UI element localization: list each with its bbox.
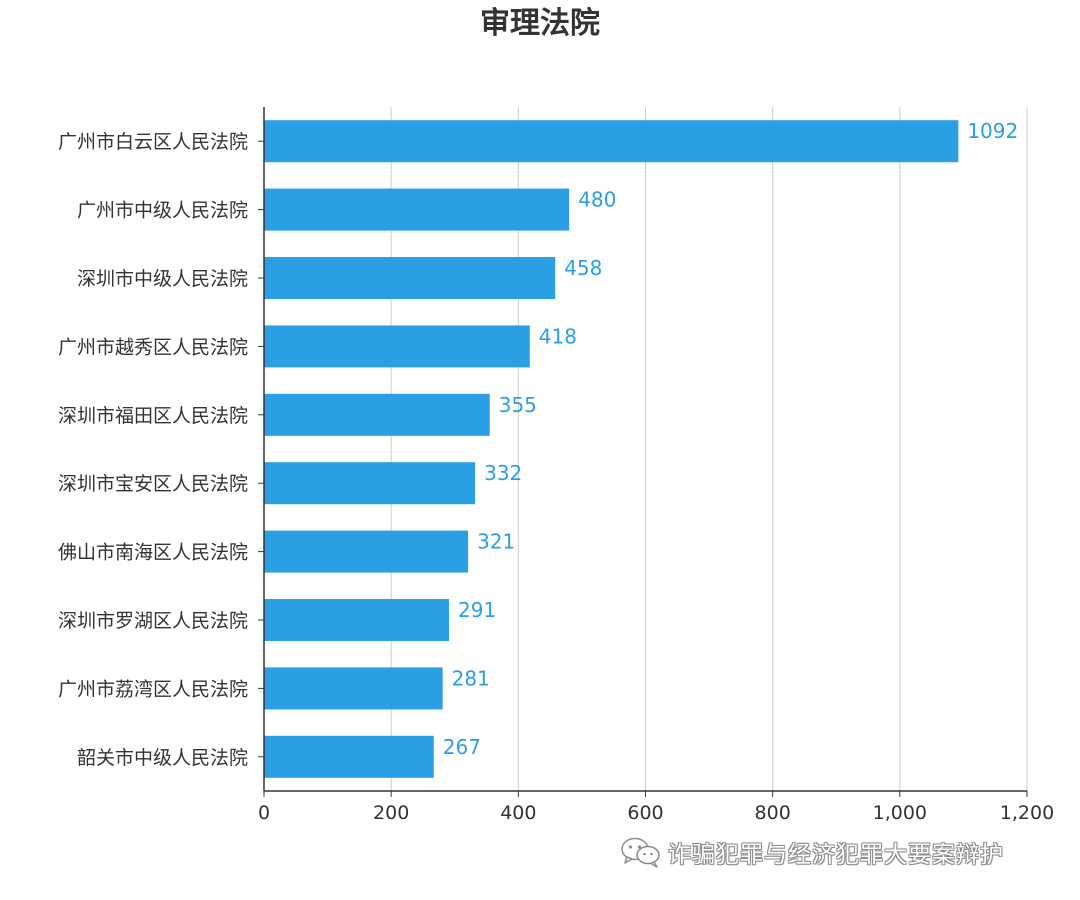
category-label: 广州市中级人民法院 [77, 200, 248, 222]
x-axis-labels: 0 200 400 600 800 1,000 1,200 [258, 802, 1054, 824]
chart-title: 审理法院 [480, 6, 600, 41]
category-label: 深圳市罗湖区人民法院 [58, 610, 248, 632]
category-label: 广州市白云区人民法院 [58, 131, 248, 153]
bar [264, 188, 570, 231]
category-label: 深圳市福田区人民法院 [58, 405, 248, 427]
x-tick-label: 200 [373, 802, 409, 824]
y-axis-labels: 广州市白云区人民法院广州市中级人民法院深圳市中级人民法院广州市越秀区人民法院深圳… [58, 131, 248, 769]
x-tick-label: 0 [258, 802, 270, 824]
bar [264, 462, 476, 505]
category-label: 韶关市中级人民法院 [77, 747, 248, 769]
data-label: 281 [452, 666, 490, 690]
category-label: 广州市越秀区人民法院 [58, 336, 248, 358]
bar [264, 530, 469, 573]
watermark: 诈骗犯罪与经济犯罪大要案辩护 [620, 834, 1004, 870]
data-label: 332 [484, 461, 522, 485]
wechat-icon [621, 837, 660, 868]
category-label: 深圳市宝安区人民法院 [58, 473, 248, 495]
x-tick-label: 400 [500, 802, 536, 824]
bar [264, 120, 959, 163]
data-labels: 1092 480 458 418 355 332 321 291 281 267 [443, 119, 1018, 759]
bar [264, 735, 434, 778]
x-tick-label: 600 [627, 802, 663, 824]
data-label: 355 [499, 393, 537, 417]
data-label: 458 [564, 256, 602, 280]
data-label: 480 [578, 188, 616, 212]
watermark-text: 诈骗犯罪与经济犯罪大要案辩护 [668, 842, 1004, 868]
axes [258, 107, 1028, 797]
category-label: 广州市荔湾区人民法院 [58, 678, 248, 700]
data-label: 418 [539, 324, 577, 348]
bar [264, 325, 530, 368]
bar [264, 667, 443, 710]
x-tick-label: 800 [755, 802, 791, 824]
category-label: 佛山市南海区人民法院 [58, 542, 248, 564]
category-label: 深圳市中级人民法院 [77, 268, 248, 290]
x-tick-label: 1,000 [873, 802, 927, 824]
data-label: 1092 [967, 119, 1018, 143]
bar [264, 257, 556, 299]
x-tick-label: 1,200 [1000, 802, 1054, 824]
data-label: 267 [443, 735, 481, 759]
bar [264, 393, 490, 436]
bars [264, 120, 959, 778]
bar [264, 599, 450, 641]
data-label: 291 [458, 598, 496, 622]
data-label: 321 [477, 530, 515, 554]
